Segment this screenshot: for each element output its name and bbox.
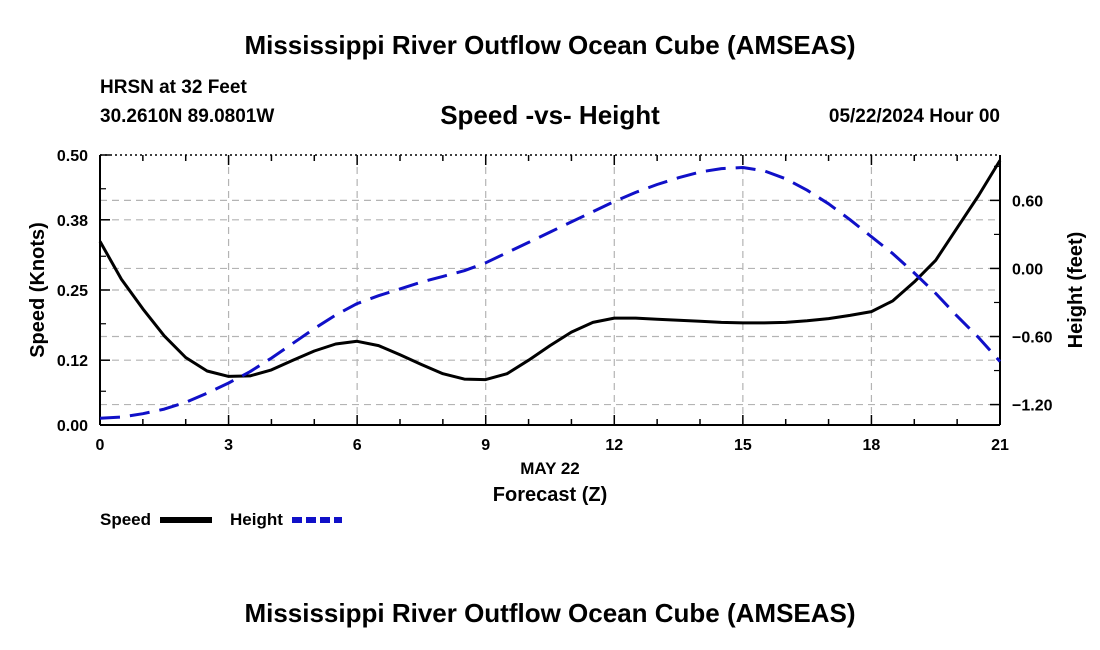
station-label: HRSN at 32 Feet	[100, 77, 247, 98]
footer-title: Mississippi River Outflow Ocean Cube (AM…	[244, 598, 856, 628]
x-axis-date-label: MAY 22	[520, 459, 580, 478]
x-tick-label: 0	[96, 437, 105, 454]
legend-label-height: Height	[230, 510, 283, 529]
x-axis-label: Forecast (Z)	[493, 484, 607, 506]
x-tick-label: 12	[605, 437, 623, 454]
y-right-tick-label: −1.20	[1012, 398, 1053, 415]
date-label: 05/22/2024 Hour 00	[828, 106, 1000, 127]
y-right-tick-label: 0.60	[1012, 193, 1043, 210]
y-left-tick-label: 0.25	[57, 283, 88, 300]
x-tick-label: 18	[863, 437, 881, 454]
series-line-height	[99, 166, 1002, 420]
main-title: Mississippi River Outflow Ocean Cube (AM…	[244, 30, 856, 60]
chart-title: Speed -vs- Height	[440, 100, 660, 130]
x-tick-label: 6	[353, 437, 362, 454]
coordinates-label: 30.2610N 89.0801W	[100, 106, 275, 127]
y-axis-left-label: Speed (Knots)	[27, 222, 49, 358]
x-tick-label: 21	[991, 437, 1009, 454]
x-tick-label: 9	[481, 437, 490, 454]
y-left-tick-label: 0.50	[57, 148, 88, 165]
x-tick-label: 15	[734, 437, 752, 454]
y-axis-right-label: Height (feet)	[1065, 232, 1087, 349]
y-right-tick-label: −0.60	[1012, 330, 1053, 347]
legend-label-speed: Speed	[100, 510, 151, 529]
y-right-tick-label: 0.00	[1012, 261, 1043, 278]
y-left-tick-label: 0.00	[57, 418, 88, 435]
y-left-tick-label: 0.12	[57, 353, 88, 370]
series-line-speed	[98, 159, 1002, 382]
x-tick-label: 3	[224, 437, 233, 454]
y-left-tick-label: 0.38	[57, 213, 88, 230]
